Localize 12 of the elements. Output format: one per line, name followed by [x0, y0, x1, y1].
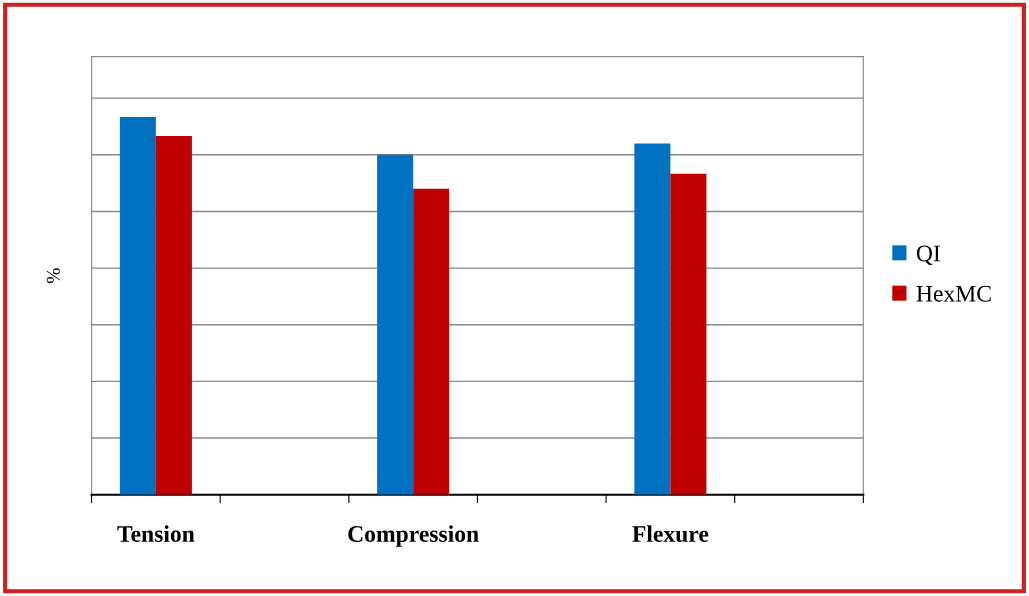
- bar: [119, 117, 156, 495]
- x-tick-label: Flexure: [632, 525, 709, 543]
- y-axis-title: %: [46, 268, 60, 284]
- bar: [670, 173, 707, 495]
- bar: [634, 143, 671, 495]
- x-tick-label: Tension: [117, 525, 195, 542]
- bar: [413, 188, 450, 495]
- legend-label: QI: [916, 245, 940, 266]
- legend-label: HexMC: [916, 285, 991, 302]
- bar: [155, 135, 192, 495]
- bar: [377, 154, 414, 495]
- x-tick-label: Compression: [348, 525, 479, 547]
